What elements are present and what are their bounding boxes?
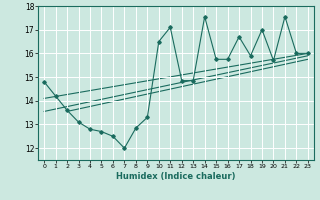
X-axis label: Humidex (Indice chaleur): Humidex (Indice chaleur) xyxy=(116,172,236,181)
